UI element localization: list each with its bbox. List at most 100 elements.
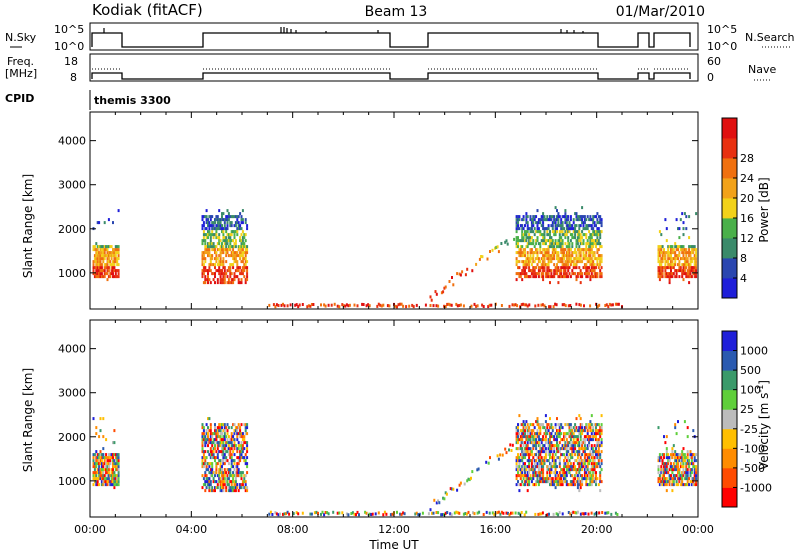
echo-cell — [600, 459, 603, 463]
echo-cell — [477, 467, 480, 471]
echo-cell — [590, 239, 593, 243]
echo-cell — [522, 218, 525, 222]
echo-cell — [571, 224, 574, 228]
echo-cell — [99, 459, 102, 463]
echo-cell — [229, 236, 232, 240]
echo-cell — [683, 257, 686, 261]
echo-cell — [227, 444, 230, 448]
echo-cell — [437, 511, 440, 515]
echo-cell — [583, 462, 586, 466]
echo-cell — [552, 305, 555, 309]
echo-cell — [95, 432, 98, 436]
echo-cell — [565, 441, 568, 445]
echo-cell — [216, 435, 219, 439]
echo-cell — [536, 441, 539, 445]
echo-cell — [92, 266, 95, 270]
echo-cell — [571, 453, 574, 457]
echo-cell — [581, 432, 584, 436]
echo-cell — [543, 251, 546, 255]
echo-cell — [113, 465, 116, 469]
echo-cell — [588, 254, 591, 258]
echo-cell — [585, 224, 588, 228]
echo-cell — [218, 239, 221, 243]
echo-cell — [496, 245, 499, 249]
echo-cell — [568, 248, 571, 252]
echo-cell — [582, 242, 585, 246]
echo-cell — [550, 444, 553, 448]
echo-cell — [581, 236, 584, 240]
echo-cell — [211, 221, 214, 225]
echo-cell — [232, 254, 235, 258]
echo-cell — [99, 263, 102, 267]
freq-trace — [91, 72, 691, 80]
echo-cell — [590, 465, 593, 469]
echo-cell — [561, 474, 564, 478]
echo-cell — [675, 453, 678, 457]
echo-cell — [499, 453, 502, 457]
echo-cell — [692, 465, 695, 469]
echo-cell — [679, 453, 682, 457]
echo-cell — [459, 481, 462, 485]
echo-cell — [686, 480, 689, 484]
echo-cell — [202, 251, 205, 255]
echo-cell — [567, 227, 570, 231]
echo-cell — [229, 471, 232, 475]
nsearch-tick-low: 10^0 — [707, 40, 737, 53]
echo-cell — [540, 456, 543, 460]
echo-cell — [211, 242, 214, 246]
echo-cell — [214, 251, 216, 255]
echo-cell — [600, 230, 603, 234]
echo-cell — [692, 480, 695, 484]
echo-cell — [528, 260, 531, 264]
echo-cell — [583, 468, 586, 472]
echo-cell — [227, 266, 230, 270]
echo-cell — [515, 251, 518, 255]
echo-cell — [204, 483, 207, 487]
echo-cell — [661, 471, 664, 475]
echo-cell — [532, 444, 535, 448]
echo-cell — [202, 239, 205, 243]
echo-cell — [533, 459, 536, 463]
echo-cell — [458, 272, 461, 276]
echo-cell — [675, 254, 678, 258]
echo-cell — [524, 251, 526, 255]
echo-cell — [546, 239, 549, 243]
echo-cell — [515, 263, 518, 267]
echo-cell — [665, 468, 668, 472]
echo-cell — [556, 441, 558, 445]
echo-cell — [542, 257, 545, 261]
echo-cell — [572, 480, 575, 484]
echo-cell — [233, 423, 236, 427]
echo-cell — [553, 257, 556, 261]
echo-cell — [243, 251, 246, 255]
echo-cell — [599, 269, 602, 273]
echo-cell — [105, 480, 108, 484]
echo-cell — [207, 236, 209, 240]
echo-cell — [572, 227, 575, 231]
echo-cell — [579, 426, 582, 430]
echo-cell — [679, 477, 682, 481]
echo-cell — [227, 435, 230, 439]
echo-cell — [223, 221, 226, 225]
echo-cell — [288, 512, 291, 516]
echo-cell — [578, 465, 581, 469]
echo-cell — [567, 468, 570, 472]
echo-cell — [553, 251, 556, 255]
echo-cell — [338, 305, 341, 309]
echo-cell — [590, 251, 593, 255]
echo-cell — [678, 275, 681, 279]
echo-cell — [590, 414, 593, 418]
echo-cell — [202, 233, 205, 237]
echo-cell — [201, 254, 204, 258]
echo-cell — [558, 429, 561, 433]
echo-cell — [246, 444, 249, 448]
echo-cell — [239, 486, 242, 490]
echo-cell — [614, 511, 617, 515]
echo-cell — [678, 459, 681, 463]
echo-cell — [575, 438, 578, 442]
echo-cell — [692, 483, 695, 487]
echo-cell — [664, 483, 667, 487]
echo-cell — [221, 251, 223, 255]
echo-cell — [219, 254, 222, 258]
echo-cell — [219, 489, 222, 493]
